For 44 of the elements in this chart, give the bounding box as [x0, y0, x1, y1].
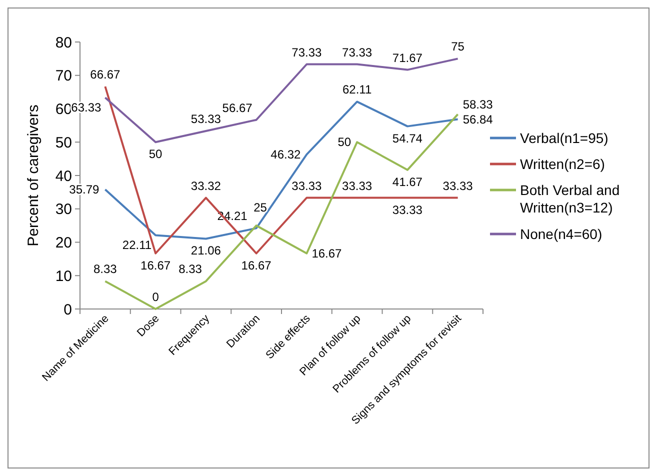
y-tick-label: 30 — [55, 201, 72, 218]
data-label: 33.32 — [190, 178, 222, 193]
data-label: 33.33 — [392, 202, 423, 217]
data-label: 62.11 — [342, 82, 372, 97]
legend-label: None(n4=60) — [520, 226, 602, 242]
data-label: 75 — [451, 40, 465, 54]
data-label: 66.67 — [90, 67, 121, 82]
data-label: 35.79 — [69, 182, 100, 197]
data-label: 8.33 — [178, 262, 202, 276]
data-label: 16.67 — [140, 258, 171, 272]
data-label: 50 — [338, 135, 352, 150]
legend-label: Both Verbal and Written(n3=12) — [520, 182, 620, 216]
data-label: 73.33 — [342, 45, 372, 60]
data-label: 33.33 — [442, 178, 474, 193]
data-label: 33.33 — [342, 178, 372, 193]
data-label: 73.33 — [292, 45, 322, 60]
data-label: 33.33 — [292, 178, 322, 193]
data-label: 21.06 — [190, 244, 222, 258]
legend-label: Written(n2=6) — [520, 156, 605, 172]
data-label: 71.67 — [392, 50, 423, 65]
data-label: 46.32 — [270, 147, 302, 162]
data-label: 25 — [254, 200, 268, 215]
data-label: 8.33 — [94, 262, 118, 276]
data-label: 0 — [152, 290, 160, 304]
y-tick-label: 0 — [64, 301, 72, 318]
data-label: 53.33 — [190, 112, 222, 126]
data-label: 22.11 — [122, 238, 152, 252]
data-label: 58.33 — [462, 97, 494, 112]
legend-label: Verbal(n1=95) — [520, 130, 608, 146]
y-tick-label: 10 — [55, 268, 72, 285]
data-label: 41.67 — [392, 174, 423, 189]
y-tick-label: 20 — [55, 234, 72, 252]
y-tick-label: 70 — [55, 68, 72, 85]
data-label: 16.67 — [312, 246, 342, 260]
data-label: 50 — [148, 147, 163, 162]
y-axis-title: Percent of caregivers — [25, 104, 42, 246]
data-label: 56.67 — [222, 100, 253, 115]
data-label: 63.33 — [71, 100, 102, 115]
y-tick-label: 40 — [55, 168, 72, 185]
y-tick-label: 80 — [55, 34, 72, 52]
data-label: 16.67 — [241, 258, 272, 272]
data-label: 54.74 — [392, 131, 423, 146]
y-tick-label: 50 — [55, 134, 72, 152]
data-label: 56.84 — [462, 112, 494, 126]
